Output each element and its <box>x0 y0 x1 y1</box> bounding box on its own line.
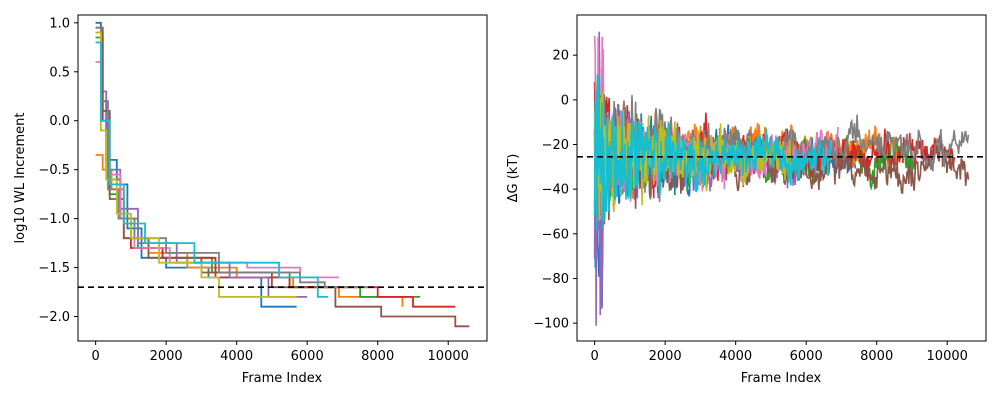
left-x-tick-label: 6000 <box>291 349 324 364</box>
right-series-line <box>593 74 832 231</box>
left-y-tick-label: −1.0 <box>38 212 70 227</box>
left-y-tick-label: 0.5 <box>49 65 70 80</box>
right-y-tick-label: −100 <box>533 317 569 332</box>
right-x-tick-label: 8000 <box>860 349 893 364</box>
right-y-tick-label: −40 <box>542 183 569 198</box>
left-y-tick-label: 1.0 <box>49 16 70 31</box>
left-x-axis-label: Frame Index <box>242 371 323 386</box>
left-chart: 0 2000 4000 6000 8000 10000 −2.0 −1.5 −1.0 −0.5 0… <box>13 14 488 386</box>
right-plot-frame <box>576 14 987 342</box>
left-series-line <box>95 31 297 298</box>
right-y-tick-label: 0 <box>561 93 569 108</box>
right-x-tick-label: 0 <box>590 349 598 364</box>
left-x-tick-label: 4000 <box>220 349 253 364</box>
right-x-axis-label: Frame Index <box>741 371 822 386</box>
right-x-tick-label: 2000 <box>649 349 682 364</box>
right-y-tick-label: −80 <box>542 272 569 287</box>
left-y-tick-label: 0.0 <box>49 114 70 129</box>
left-plot-frame <box>77 14 488 342</box>
right-y-tick-label: −20 <box>542 138 569 153</box>
right-x-tick-label: 6000 <box>790 349 823 364</box>
right-y-tick-label: −60 <box>542 227 569 242</box>
left-x-tick-label: 2000 <box>150 349 183 364</box>
right-y-tick-label: 20 <box>552 49 569 64</box>
left-y-tick-label: −1.5 <box>38 261 70 276</box>
right-y-axis-label: ΔG (kT) <box>506 154 521 203</box>
left-x-tick-label: 10000 <box>428 349 469 364</box>
left-y-tick-label: −0.5 <box>38 163 70 178</box>
left-y-tick-label: −2.0 <box>38 310 70 325</box>
right-x-tick-label: 4000 <box>719 349 752 364</box>
left-x-tick-label: 8000 <box>361 349 394 364</box>
right-chart: 0 2000 4000 6000 8000 10000 −100 −80 −60 −40 −20 0… <box>506 14 987 386</box>
left-x-tick-label: 0 <box>91 349 99 364</box>
left-y-axis-label: log10 WL Increment <box>13 113 28 244</box>
left-series-line <box>95 41 329 298</box>
right-x-tick-label: 10000 <box>927 349 968 364</box>
